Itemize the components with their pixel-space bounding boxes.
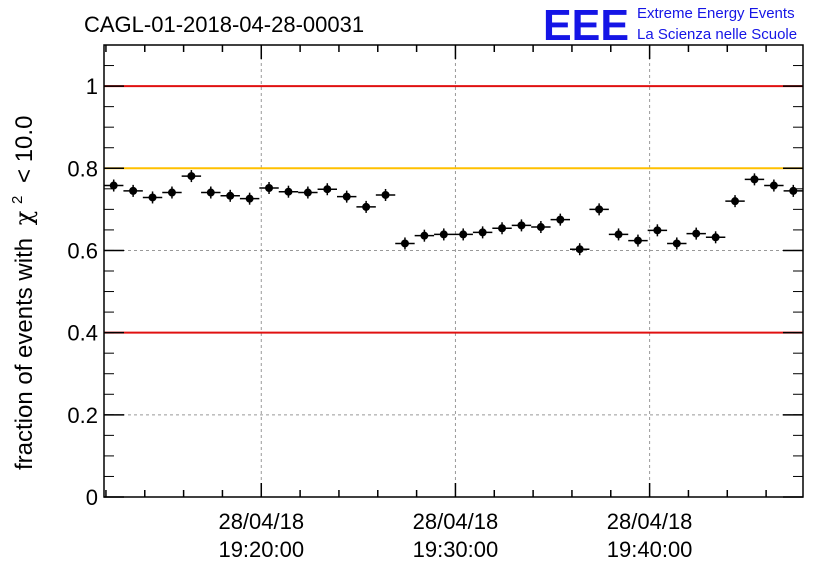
logo-mark: EEE [543,1,629,50]
y-axis-label-sup: 2 [9,196,26,204]
logo: EEE Extreme Energy Events La Scienza nel… [543,1,797,50]
data-point-marker [478,228,487,237]
x-tick-label-date: 28/04/18 [218,509,304,534]
data-point-marker [750,175,759,184]
data-point-marker [420,231,429,240]
y-axis-label-tail: < 10.0 [11,116,38,183]
x-tick-label-time: 19:40:00 [607,537,693,562]
data-point [511,219,532,232]
data-point [414,229,435,242]
data-point [589,203,609,216]
y-tick-label: 0.8 [67,156,98,181]
data-point [453,228,473,241]
data-point-marker [148,193,157,202]
data-point [705,231,726,244]
data-point-marker [731,197,740,206]
data-point [375,188,396,201]
data-point-marker [303,188,312,197]
data-point-marker [323,185,332,194]
data-point [647,224,668,237]
y-tick-label: 0.4 [67,321,98,346]
data-point-marker [789,186,798,195]
data-point [123,184,143,197]
data-point [608,228,629,241]
y-axis-label-symbol: χ [10,210,38,225]
y-tick-label: 0.6 [67,238,98,263]
data-point-marker [653,226,662,235]
data-point-marker [633,236,642,245]
data-point-marker [109,181,118,190]
data-point [162,186,182,199]
y-tick-label: 0 [86,485,98,510]
data-point-marker [769,181,778,190]
data-point [531,221,551,234]
y-tick-label: 1 [86,74,98,99]
data-point [667,237,687,250]
data-point [570,243,590,256]
logo-line2: La Scienza nelle Scuole [637,26,797,43]
data-point [395,237,415,250]
data-point-marker [362,202,371,211]
data-point [259,181,279,194]
data-point [725,195,745,208]
data-point-marker [381,190,390,199]
data-point-marker [517,221,526,230]
data-point [278,185,299,198]
data-point [317,183,337,196]
data-point-marker [692,229,701,238]
axes: 0 0.2 0.4 0.6 0.8 1 28/04/18 19:20:00 28/04/18 19… [67,44,804,562]
data-point-marker [556,215,565,224]
data-point-marker [265,183,274,192]
data-point-marker [575,245,584,254]
data-point-marker [187,172,196,181]
data-point [550,213,570,226]
data-point [181,170,202,183]
data-point [492,222,512,235]
data-point [764,179,784,192]
logo-line1: Extreme Energy Events [637,5,795,22]
x-tick-label-time: 19:20:00 [218,537,304,562]
data-point [201,186,221,199]
data-point-marker [400,239,409,248]
y-axis-label: fraction of events with χ 2 < 10.0 [1,116,38,470]
data-point [104,179,124,192]
data-point [472,226,493,239]
chart-title: CAGL-01-2018-04-28-00031 [84,12,364,37]
data-point [686,227,706,240]
data-point [337,190,357,203]
data-point [239,192,260,205]
data-point [744,173,765,186]
data-point-marker [284,187,293,196]
data-point [220,189,240,202]
data-point-marker [711,233,720,242]
y-tick-label: 0.2 [67,403,98,428]
data-point-marker [206,188,215,197]
data-point-marker [226,191,235,200]
data-point-marker [129,186,138,195]
data-point [298,186,318,199]
data-point-marker [498,224,507,233]
reference-lines [104,85,803,334]
data-point-marker [245,194,254,203]
data-point-marker [167,188,176,197]
x-tick-label-time: 19:30:00 [413,537,499,562]
x-tick-label-date: 28/04/18 [607,509,693,534]
data-point-marker [459,230,468,239]
x-tick-label-date: 28/04/18 [413,509,499,534]
data-point [142,191,163,204]
data-point [356,200,376,213]
data-points [104,170,803,256]
data-point [628,234,648,247]
data-point-marker [595,205,604,214]
y-axis-label-main: fraction of events with [11,238,38,470]
data-point-marker [536,223,545,232]
data-point-marker [439,230,448,239]
data-point [434,228,454,241]
data-point-marker [342,192,351,201]
data-point-marker [672,239,681,248]
data-point-marker [614,230,623,239]
